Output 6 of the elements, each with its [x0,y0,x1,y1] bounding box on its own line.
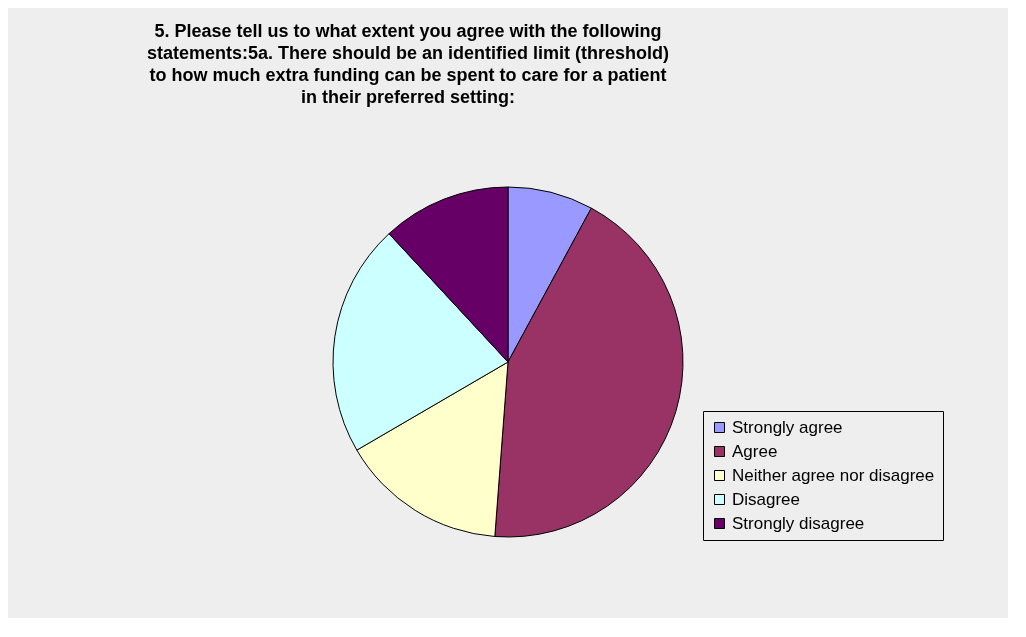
legend-label: Disagree [732,489,801,509]
legend-label: Strongly agree [732,417,843,437]
legend-label: Agree [732,441,778,461]
legend-label: Strongly disagree [732,513,865,533]
legend-label: Neither agree nor disagree [732,465,935,485]
chart-title: 5. Please tell us to what extent you agree with the following statements:5a. There should be an identified limit (threshold) to how much extra funding can be spent to care for a patient in their preferred setting: [146,21,670,107]
